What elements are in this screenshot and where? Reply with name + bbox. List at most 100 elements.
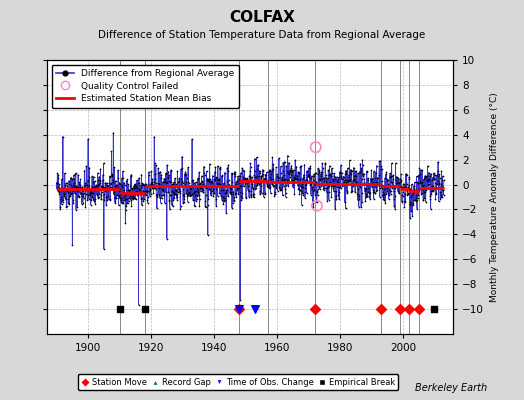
Point xyxy=(313,202,321,209)
Point xyxy=(244,182,252,189)
Point xyxy=(167,179,175,185)
Point xyxy=(281,189,290,196)
Point xyxy=(159,192,167,198)
Point xyxy=(387,179,396,185)
Point xyxy=(383,184,391,191)
Point xyxy=(62,203,71,209)
Point xyxy=(156,169,164,176)
Point xyxy=(164,188,172,195)
Point xyxy=(195,169,203,176)
Point xyxy=(246,164,255,171)
Point xyxy=(332,196,341,202)
Point xyxy=(279,183,288,189)
Point xyxy=(325,171,334,178)
Point xyxy=(212,203,221,209)
Point xyxy=(385,192,394,198)
Point xyxy=(387,188,395,194)
Point xyxy=(227,186,236,192)
Point xyxy=(331,206,340,212)
Point xyxy=(69,197,77,203)
Point xyxy=(220,195,228,201)
Point xyxy=(74,172,82,178)
Point xyxy=(423,178,431,184)
Point xyxy=(347,189,356,196)
Point xyxy=(313,192,322,198)
Point xyxy=(215,177,223,183)
Point xyxy=(426,196,434,203)
Point xyxy=(400,184,408,190)
Point xyxy=(280,158,289,165)
Point xyxy=(373,180,381,186)
Point xyxy=(77,176,85,182)
Point xyxy=(420,188,428,195)
Point xyxy=(148,179,156,185)
Point xyxy=(92,182,100,189)
Y-axis label: Monthly Temperature Anomaly Difference (°C): Monthly Temperature Anomaly Difference (… xyxy=(490,92,499,302)
Point xyxy=(135,182,144,188)
Point xyxy=(378,188,387,195)
Point xyxy=(429,186,438,193)
Point xyxy=(423,185,432,192)
Point xyxy=(217,184,226,190)
Point xyxy=(313,188,321,194)
Point xyxy=(341,199,349,206)
Point xyxy=(94,194,103,200)
Point xyxy=(192,196,201,202)
Point xyxy=(81,186,90,192)
Point xyxy=(422,173,431,179)
Point xyxy=(434,198,443,204)
Point xyxy=(375,180,384,187)
Point xyxy=(438,173,446,179)
Point xyxy=(60,192,69,199)
Point xyxy=(178,180,187,186)
Point xyxy=(133,188,141,194)
Point xyxy=(341,170,350,177)
Point xyxy=(157,175,165,181)
Point xyxy=(400,181,408,188)
Point xyxy=(313,189,322,195)
Point xyxy=(170,190,178,196)
Point xyxy=(56,203,64,210)
Point xyxy=(288,177,296,184)
Point xyxy=(141,188,149,194)
Point xyxy=(297,183,305,190)
Point xyxy=(96,166,105,172)
Point xyxy=(163,175,172,181)
Point xyxy=(345,157,354,164)
Point xyxy=(62,196,70,202)
Point xyxy=(203,176,211,183)
Point xyxy=(78,184,86,190)
Point xyxy=(63,188,71,194)
Point xyxy=(61,180,70,187)
Point xyxy=(352,182,360,188)
Point xyxy=(395,184,403,191)
Point xyxy=(233,178,242,184)
Point xyxy=(97,192,105,198)
Point xyxy=(164,168,172,175)
Point xyxy=(202,192,210,198)
Point xyxy=(188,136,196,142)
Point xyxy=(271,182,280,188)
Point xyxy=(334,176,342,183)
Point xyxy=(311,306,319,312)
Point xyxy=(430,176,438,183)
Point xyxy=(187,186,195,192)
Point xyxy=(375,172,383,178)
Point xyxy=(236,183,245,190)
Point xyxy=(257,180,265,186)
Point xyxy=(103,182,111,189)
Point xyxy=(292,176,300,182)
Point xyxy=(414,172,423,178)
Point xyxy=(149,183,157,189)
Point xyxy=(241,180,249,186)
Point xyxy=(317,172,325,179)
Point xyxy=(94,177,102,184)
Point xyxy=(303,173,312,179)
Point xyxy=(247,180,256,187)
Point xyxy=(232,194,241,200)
Point xyxy=(144,182,152,188)
Point xyxy=(336,184,345,190)
Point xyxy=(73,186,81,192)
Point xyxy=(109,179,117,185)
Point xyxy=(290,191,299,198)
